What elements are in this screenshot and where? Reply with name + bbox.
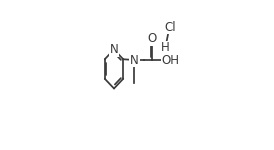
Text: H: H [161,42,169,54]
Text: N: N [110,43,118,56]
Text: N: N [130,54,139,66]
Text: OH: OH [161,54,179,66]
Text: Cl: Cl [164,21,176,33]
Text: O: O [148,32,157,45]
